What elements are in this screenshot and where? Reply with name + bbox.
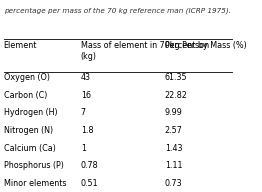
Text: Oxygen (O): Oxygen (O) (4, 73, 50, 82)
Text: 9.99: 9.99 (165, 108, 183, 118)
Text: Element: Element (4, 41, 37, 50)
Text: Carbon (C): Carbon (C) (4, 91, 47, 100)
Text: Hydrogen (H): Hydrogen (H) (4, 108, 57, 118)
Text: 22.82: 22.82 (165, 91, 188, 100)
Text: 1.11: 1.11 (165, 161, 182, 170)
Text: Calcium (Ca): Calcium (Ca) (4, 144, 56, 153)
Text: 1.8: 1.8 (81, 126, 93, 135)
Text: 43: 43 (81, 73, 91, 82)
Text: 0.78: 0.78 (81, 161, 98, 170)
Text: 1.43: 1.43 (165, 144, 182, 153)
Text: Minor elements: Minor elements (4, 179, 66, 188)
Text: 1: 1 (81, 144, 86, 153)
Text: 61.35: 61.35 (165, 73, 187, 82)
Text: 0.73: 0.73 (165, 179, 182, 188)
Text: Percent by Mass (%): Percent by Mass (%) (165, 41, 246, 50)
Text: 16: 16 (81, 91, 91, 100)
Text: Nitrogen (N): Nitrogen (N) (4, 126, 53, 135)
Text: 2.57: 2.57 (165, 126, 183, 135)
Text: percentage per mass of the 70 kg reference man (ICRP 1975).: percentage per mass of the 70 kg referen… (4, 7, 231, 14)
Text: 0.51: 0.51 (81, 179, 98, 188)
Text: 7: 7 (81, 108, 86, 118)
Text: Mass of element in 70kg Person
(kg): Mass of element in 70kg Person (kg) (81, 41, 209, 60)
Text: Phosphorus (P): Phosphorus (P) (4, 161, 64, 170)
